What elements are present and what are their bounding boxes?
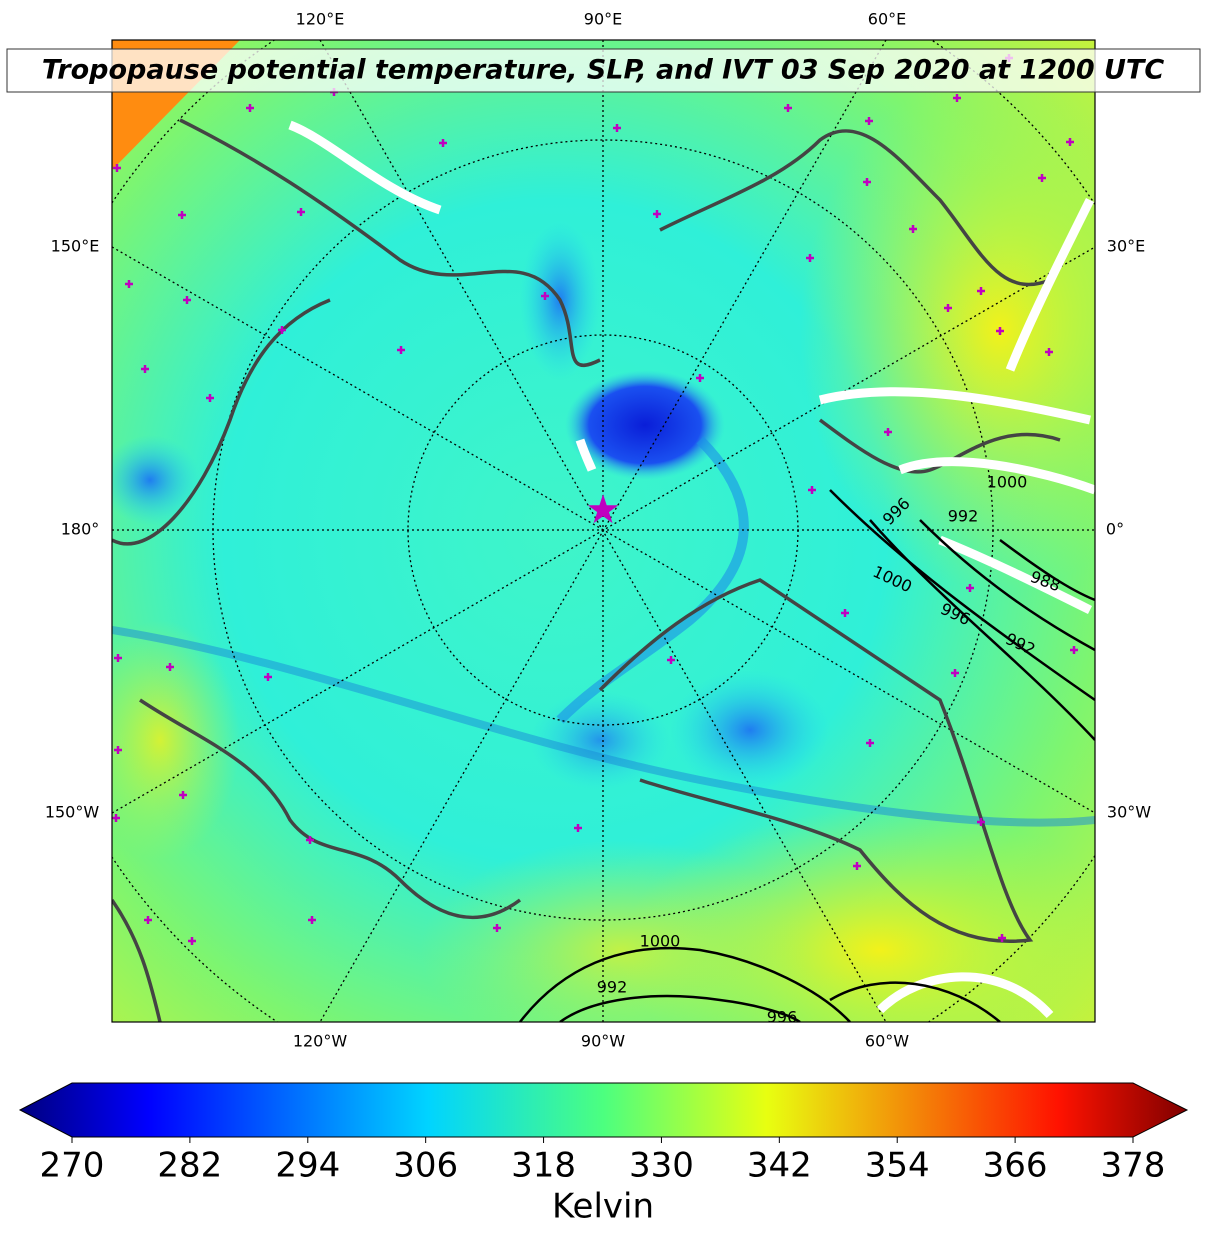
coordinate-label: 60°W [865,1032,909,1051]
coordinate-label: 30°E [1107,237,1145,256]
station-marker [966,584,974,592]
station-marker [179,791,187,799]
station-marker [863,178,871,186]
colorbar-tick-label: 270 [40,1146,105,1186]
station-marker [188,937,196,945]
station-marker [696,374,704,382]
station-marker [841,609,849,617]
station-marker [1045,348,1053,356]
coordinate-label: 0° [1106,520,1124,539]
station-marker [278,326,286,334]
station-marker [953,94,961,102]
coordinate-label: 90°W [581,1032,625,1051]
coordinate-label: 180° [61,520,100,539]
station-marker [112,814,120,822]
station-marker [613,124,621,132]
colorbar-tick-label: 354 [865,1146,930,1186]
station-marker [206,394,214,402]
station-marker [308,916,316,924]
svg-text:★: ★ [585,487,621,533]
station-marker [998,934,1006,942]
station-marker [166,663,174,671]
station-marker [246,104,254,112]
map-frame [111,39,1096,1023]
station-marker [909,225,917,233]
colorbar-tick-label: 282 [157,1146,222,1186]
station-marker [1070,646,1078,654]
station-marker [865,117,873,125]
coordinate-label: 120°W [293,1032,348,1051]
station-marker [144,916,152,924]
station-marker [977,287,985,295]
colorbar-tick-label: 306 [393,1146,458,1186]
station-marker [853,862,861,870]
station-marker [493,924,501,932]
station-marker [667,656,675,664]
station-marker [808,486,816,494]
coordinate-label: 120°E [296,10,345,29]
station-marker [574,824,582,832]
colorbar-tick-label: 330 [629,1146,694,1186]
map: ★ [112,40,1095,1022]
slp-contour-label: 992 [597,978,628,997]
station-marker [951,669,959,677]
title: Tropopause potential temperature, SLP, a… [42,55,1165,86]
slp-contour-label: 1000 [987,473,1028,492]
coordinate-label: 60°E [868,10,906,29]
coordinate-label: 150°W [45,803,100,822]
station-marker [1038,174,1046,182]
station-marker [996,327,1004,335]
colorbar-tick-label: 294 [275,1146,340,1186]
station-marker [884,428,892,436]
station-marker [183,296,191,304]
station-marker [141,365,149,373]
station-marker [439,139,447,147]
station-marker [297,208,305,216]
station-marker [541,292,549,300]
colorbar-label: Kelvin [552,1187,654,1227]
station-marker [1066,138,1074,146]
station-marker [306,836,314,844]
title-box [6,48,1201,93]
station-marker [653,210,661,218]
colorbar [18,1082,1189,1138]
station-marker [114,746,122,754]
station-marker [806,254,814,262]
station-marker [397,346,405,354]
station-marker [944,304,952,312]
colorbar-tick-label: 378 [1101,1146,1166,1186]
station-marker [866,739,874,747]
station-marker [264,673,272,681]
station-marker [114,654,122,662]
station-marker [178,211,186,219]
colorbar-tick-label: 366 [983,1146,1048,1186]
station-marker [977,818,985,826]
coordinate-label: 150°E [51,237,100,256]
station-marker [125,280,133,288]
colorbar-tick-label: 342 [747,1146,812,1186]
slp-contour-label: 992 [948,507,979,526]
slp-contour-label: 996 [767,1008,798,1027]
coordinate-label: 30°W [1107,803,1151,822]
slp-contour-label: 1000 [640,932,681,951]
coordinate-label: 90°E [584,10,622,29]
station-marker [784,104,792,112]
colorbar-tick-label: 318 [511,1146,576,1186]
station-marker [113,164,121,172]
